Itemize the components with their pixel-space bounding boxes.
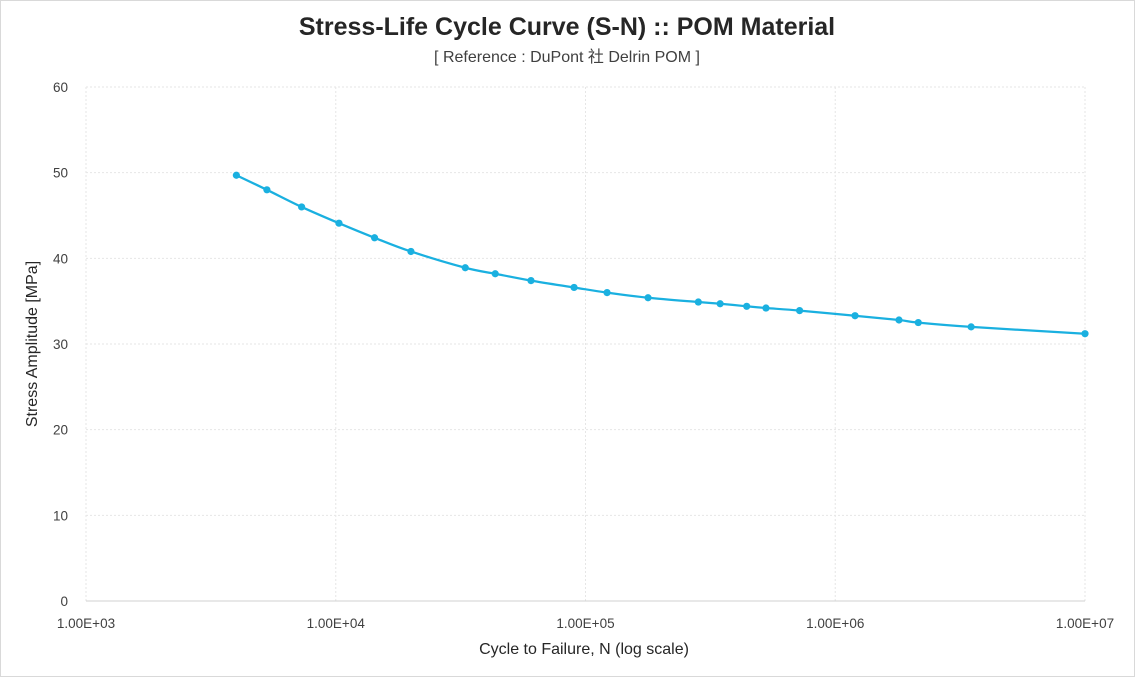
y-tick-label: 50 bbox=[53, 166, 68, 181]
y-tick-label: 0 bbox=[60, 594, 68, 609]
x-tick-label: 1.00E+06 bbox=[806, 616, 864, 631]
series-layer bbox=[232, 171, 1089, 338]
data-point bbox=[527, 277, 535, 285]
x-axis-title: Cycle to Failure, N (log scale) bbox=[479, 641, 689, 658]
data-point bbox=[491, 270, 499, 278]
y-tick-label: 20 bbox=[53, 423, 68, 438]
y-tick-label: 60 bbox=[53, 80, 68, 95]
data-point bbox=[298, 203, 306, 211]
chart-subtitle: [ Reference : DuPont 社 Delrin POM ] bbox=[434, 48, 700, 66]
chart-title: Stress-Life Cycle Curve (S-N) :: POM Mat… bbox=[299, 13, 835, 41]
data-point bbox=[851, 312, 859, 320]
data-point bbox=[694, 298, 702, 306]
y-tick-label: 30 bbox=[53, 337, 68, 352]
x-axis-ticks: 1.00E+03 1.00E+04 1.00E+05 1.00E+06 1.00E+07 bbox=[57, 616, 1114, 631]
series-line bbox=[235, 174, 1087, 335]
data-point bbox=[895, 316, 903, 324]
x-tick-label: 1.00E+07 bbox=[1056, 616, 1114, 631]
data-point bbox=[716, 300, 724, 308]
x-tick-label: 1.00E+04 bbox=[307, 616, 366, 631]
data-point bbox=[603, 289, 611, 297]
data-point bbox=[461, 264, 469, 272]
data-point bbox=[644, 294, 652, 302]
data-point bbox=[967, 323, 975, 331]
data-point bbox=[335, 219, 343, 227]
data-point bbox=[1081, 330, 1089, 338]
y-axis-title: Stress Amplitude [MPa] bbox=[24, 261, 41, 427]
data-point bbox=[914, 318, 922, 327]
data-point bbox=[796, 306, 804, 315]
data-point bbox=[232, 171, 240, 179]
x-tick-label: 1.00E+05 bbox=[556, 616, 614, 631]
data-point bbox=[407, 247, 415, 256]
grid bbox=[85, 86, 1086, 602]
data-point bbox=[762, 304, 770, 312]
x-tick-label: 1.00E+03 bbox=[57, 616, 115, 631]
y-tick-label: 10 bbox=[53, 508, 68, 523]
data-point bbox=[263, 186, 271, 194]
data-point bbox=[570, 283, 578, 292]
data-point bbox=[743, 302, 751, 310]
y-tick-label: 40 bbox=[53, 251, 68, 266]
data-point bbox=[370, 234, 379, 242]
y-axis-ticks: 0 10 20 30 40 50 60 bbox=[53, 80, 68, 609]
